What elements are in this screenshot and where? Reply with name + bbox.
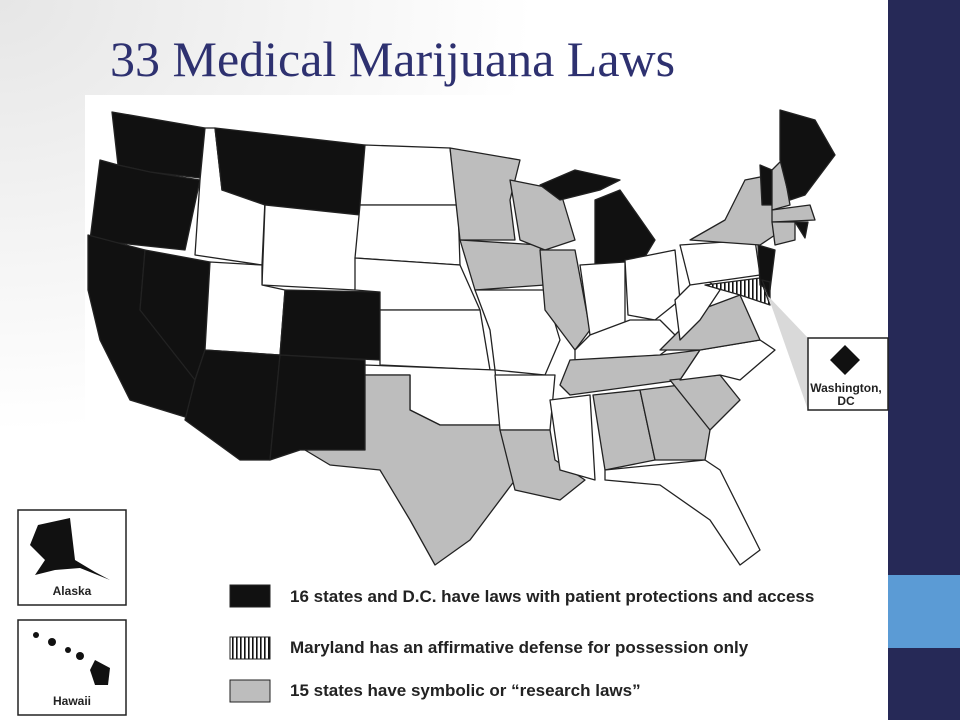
hawaii-inset: Hawaii [17, 619, 127, 716]
legend: 16 states and D.C. have laws with patien… [229, 584, 814, 703]
legend-label: Maryland has an affirmative defense for … [290, 638, 749, 657]
legend-label: 16 states and D.C. have laws with patien… [290, 587, 814, 606]
legend-swatch [229, 584, 271, 608]
title: 33 Medical Marijuana Laws [110, 31, 675, 87]
legend-label: 15 states have symbolic or “research law… [290, 681, 641, 700]
inset-label: Alaska [53, 584, 92, 598]
legend-swatch [229, 636, 271, 660]
us-map [87, 109, 836, 566]
inset-label: Washington, [810, 381, 882, 395]
inset-label: DC [837, 394, 855, 408]
dc-inset: Washington, DC [768, 296, 889, 411]
inset-label: Hawaii [53, 694, 91, 708]
alaska-inset: Alaska [17, 509, 127, 606]
legend-swatch [229, 679, 271, 703]
side-accent [888, 575, 960, 648]
